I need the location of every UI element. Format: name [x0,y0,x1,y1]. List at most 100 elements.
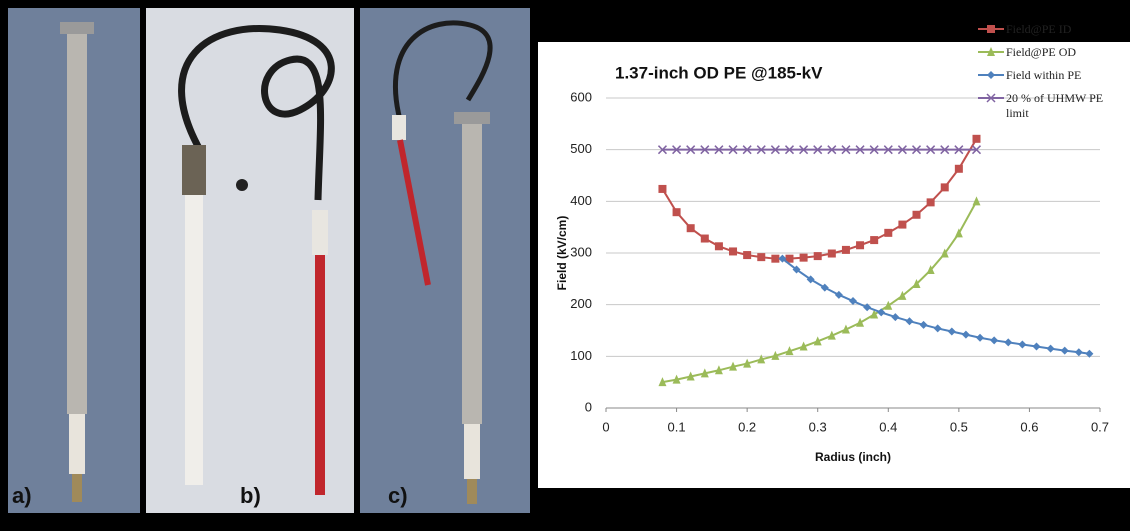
marker [891,313,900,322]
marker [841,324,850,334]
marker [884,228,893,237]
legend: Field@PE ID Field@PE OD Field within PE 20 … [978,22,1126,129]
marker [1074,348,1083,357]
marker [856,241,865,250]
red-rod [315,255,325,495]
cable [392,20,493,121]
marker [1018,340,1027,349]
marker [990,336,999,345]
marker [792,265,801,274]
marker [855,145,865,155]
marker [869,145,879,155]
x-tick-label: 0.5 [950,419,968,434]
x-tick-label: 0.7 [1091,419,1109,434]
photo-c [360,8,530,513]
marker [778,254,787,263]
legend-item: Field@PE OD [978,45,1126,60]
marker [806,275,815,284]
marker [877,308,886,317]
y-tick-label: 400 [570,193,592,208]
marker [926,265,935,275]
marker [770,145,780,155]
marker [771,254,780,263]
marker [1032,342,1041,351]
marker [856,317,865,327]
connector [182,145,206,195]
marker [870,309,879,319]
tip [467,479,477,504]
marker [883,145,893,155]
legend-item: Field@PE ID [978,22,1126,37]
marker [961,330,970,339]
chart-area [538,42,1130,488]
panel-label: c) [388,483,408,508]
marker [972,134,981,143]
marker [912,210,921,219]
y-axis-label: Field (kV/cm) [555,216,569,291]
marker [658,184,667,193]
marker [972,196,981,206]
marker [756,145,766,155]
marker [940,248,949,258]
marker [897,145,907,155]
marker [954,145,964,155]
insulator [69,414,85,474]
marker [799,253,808,262]
marker [714,365,723,375]
marker [841,245,850,254]
marker [863,303,872,312]
marker [827,249,836,258]
marker [926,145,936,155]
marker [954,228,963,238]
marker [912,279,921,288]
marker [742,145,752,155]
cable [178,25,335,201]
marker [657,145,667,155]
marker [827,330,836,340]
marker [849,297,857,306]
chart-title: 1.37-inch OD PE @185-kV [615,63,823,82]
marker [714,242,723,251]
marker [757,253,766,262]
marker [784,145,795,155]
rod [67,34,87,414]
marker [743,251,752,260]
marker [987,25,995,33]
marker [658,377,667,387]
marker [714,145,724,155]
marker [700,368,709,378]
x-tick-label: 0.4 [879,419,897,434]
marker [947,327,956,336]
x-axis-label: Radius (inch) [815,450,891,464]
y-tick-label: 500 [570,141,592,156]
legend-icon [978,25,1004,33]
y-tick-label: 200 [570,296,592,311]
marker [954,164,963,173]
marker [827,145,837,155]
connector [312,210,328,255]
flange [60,22,94,34]
panel-label: a) [12,483,32,508]
marker [898,220,907,229]
marker [870,236,879,245]
marker [771,350,780,360]
marker [884,300,893,310]
marker [971,145,982,155]
marker [987,47,995,56]
marker [757,354,766,364]
marker [686,371,695,381]
legend-icon [978,47,1004,56]
marker [813,145,823,155]
marker [940,183,949,192]
marker [1085,349,1094,358]
x-tick-label: 0.3 [809,419,827,434]
marker [785,254,794,263]
tip [72,474,82,502]
legend-label: 20 % of UHMW PE limit [1006,91,1104,120]
flange [454,112,490,124]
marker [834,290,843,299]
y-tick-label: 100 [570,348,592,363]
marker [905,317,914,326]
